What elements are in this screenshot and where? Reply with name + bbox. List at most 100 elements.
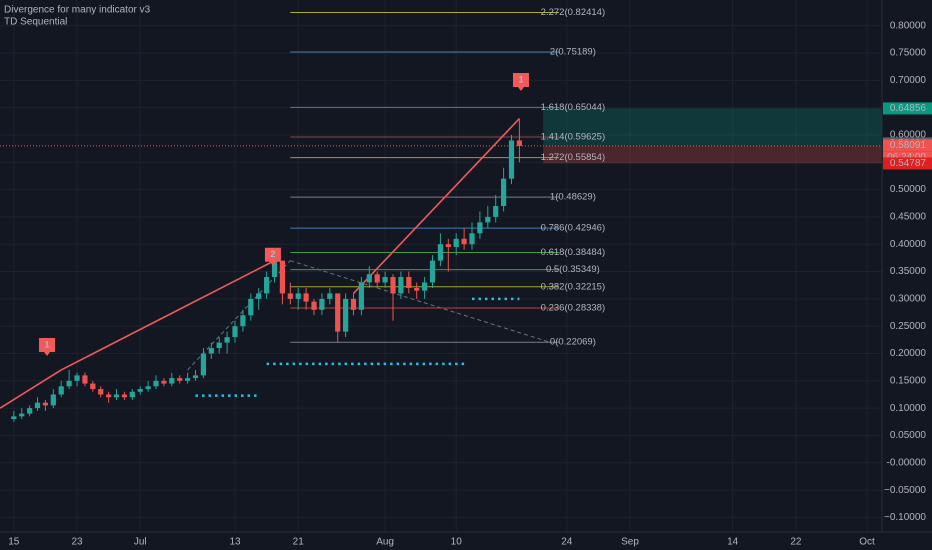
trendline [0, 369, 62, 409]
y-tick-label: 0.05000 [890, 430, 927, 441]
candle-body [493, 205, 499, 217]
fib-label: 1(0.48629) [550, 192, 596, 203]
fib-label: 0.382(0.32215) [541, 281, 605, 292]
grid [0, 0, 882, 532]
plot: 2.272(0.82414) 2(0.75189) 1.618(0.65044) 1.… [0, 7, 882, 422]
candle-body [445, 244, 451, 247]
candle-body [390, 277, 396, 294]
x-tick-label: 10 [451, 537, 463, 548]
price-label-box [883, 157, 932, 170]
candle-body [303, 293, 309, 302]
candle-body [358, 282, 365, 310]
candle-body [256, 293, 262, 299]
candle-body [208, 348, 214, 354]
fib-label: 2(0.75189) [550, 46, 596, 57]
fib-label: 1.618(0.65044) [541, 102, 605, 113]
candle-body [98, 389, 104, 395]
candle-body [161, 380, 167, 384]
y-tick-label: -0.00000 [887, 457, 927, 468]
indicator-name: Divergence for many indicator v3 [4, 5, 151, 16]
y-tick-label: 0.80000 [890, 20, 927, 31]
candle-body [185, 378, 191, 381]
candle-body [311, 301, 317, 310]
x-tick-label: Sep [621, 537, 639, 548]
candle-body [66, 380, 72, 387]
candle-body [42, 402, 49, 406]
candle-body [74, 375, 80, 381]
loss-zone [543, 145, 882, 164]
x-tick-label: 24 [561, 537, 573, 548]
trendline [187, 260, 291, 371]
candle-body [422, 282, 428, 291]
candle-body [19, 413, 25, 417]
candle-body [501, 178, 507, 206]
candle-body [34, 402, 41, 409]
x-tick-label: 21 [293, 537, 305, 548]
candle-body [477, 222, 483, 234]
candle-body [366, 274, 372, 283]
candle-body [516, 140, 523, 146]
candle-body [248, 298, 254, 316]
candle-body [485, 216, 491, 223]
candle-body [58, 386, 64, 395]
y-tick-label: 0.60000 [890, 130, 927, 141]
x-tick-label: 23 [71, 537, 83, 548]
trendline [352, 118, 520, 294]
fib-label: 2.272(0.82414) [541, 7, 605, 18]
candle-body [429, 260, 436, 283]
candle-body [319, 298, 325, 310]
price-label: 0.64856 [890, 103, 927, 114]
y-tick-label: 0.20000 [890, 348, 927, 359]
y-tick-label: 0.45000 [890, 212, 927, 223]
signal-flag [39, 337, 56, 356]
profit-zone [543, 108, 882, 146]
candle-body [129, 391, 135, 398]
x-tick-label: Aug [376, 537, 394, 548]
candle-body [437, 244, 444, 261]
x-tick-label: Oct [859, 537, 875, 548]
fib-label: 0.786(0.42946) [541, 223, 605, 234]
candle-body [177, 378, 183, 381]
price-label-box [883, 139, 932, 152]
y-tick-label: −0.10000 [884, 512, 926, 523]
candle-body [350, 298, 357, 310]
signal-label: 1 [44, 339, 49, 349]
trendline [60, 259, 275, 371]
candle-body [508, 140, 515, 179]
y-tick-label: 0.70000 [890, 75, 927, 86]
price-label-box [883, 102, 932, 115]
candle-body [335, 293, 341, 332]
candle-body [461, 238, 467, 245]
y-tick-label: 0.30000 [890, 294, 927, 305]
candle-body [113, 394, 120, 398]
signal-flag [512, 72, 529, 91]
candle-body [11, 416, 17, 420]
candle-body [327, 293, 333, 299]
fib-label: 0.618(0.38484) [541, 247, 605, 258]
candle-body [224, 337, 230, 343]
candle-body [240, 315, 246, 327]
candle-body [27, 408, 33, 414]
y-tick-label: 0.40000 [890, 239, 927, 250]
candle-body [106, 394, 112, 398]
candle-body [264, 277, 270, 294]
y-tick-label: 0.50000 [890, 184, 927, 195]
y-tick-label: 0.10000 [890, 403, 927, 414]
candle-body [153, 380, 159, 387]
candle-body [453, 238, 459, 247]
x-tick-label: 22 [790, 537, 802, 548]
signal-label: 2 [270, 249, 275, 259]
fib-label: 0(0.22069) [550, 337, 596, 348]
y-tick-label: 0.75000 [890, 48, 927, 59]
candle-body [50, 394, 56, 406]
x-tick-label: Jul [134, 537, 147, 548]
price-label: 0.58091 [890, 140, 927, 151]
signal-label: 1 [518, 74, 523, 84]
y-tick-label: 0.35000 [890, 266, 927, 277]
x-tick-label: 13 [229, 537, 241, 548]
candle-body [382, 277, 388, 283]
candle-body [279, 260, 286, 294]
candle-body [137, 389, 143, 392]
